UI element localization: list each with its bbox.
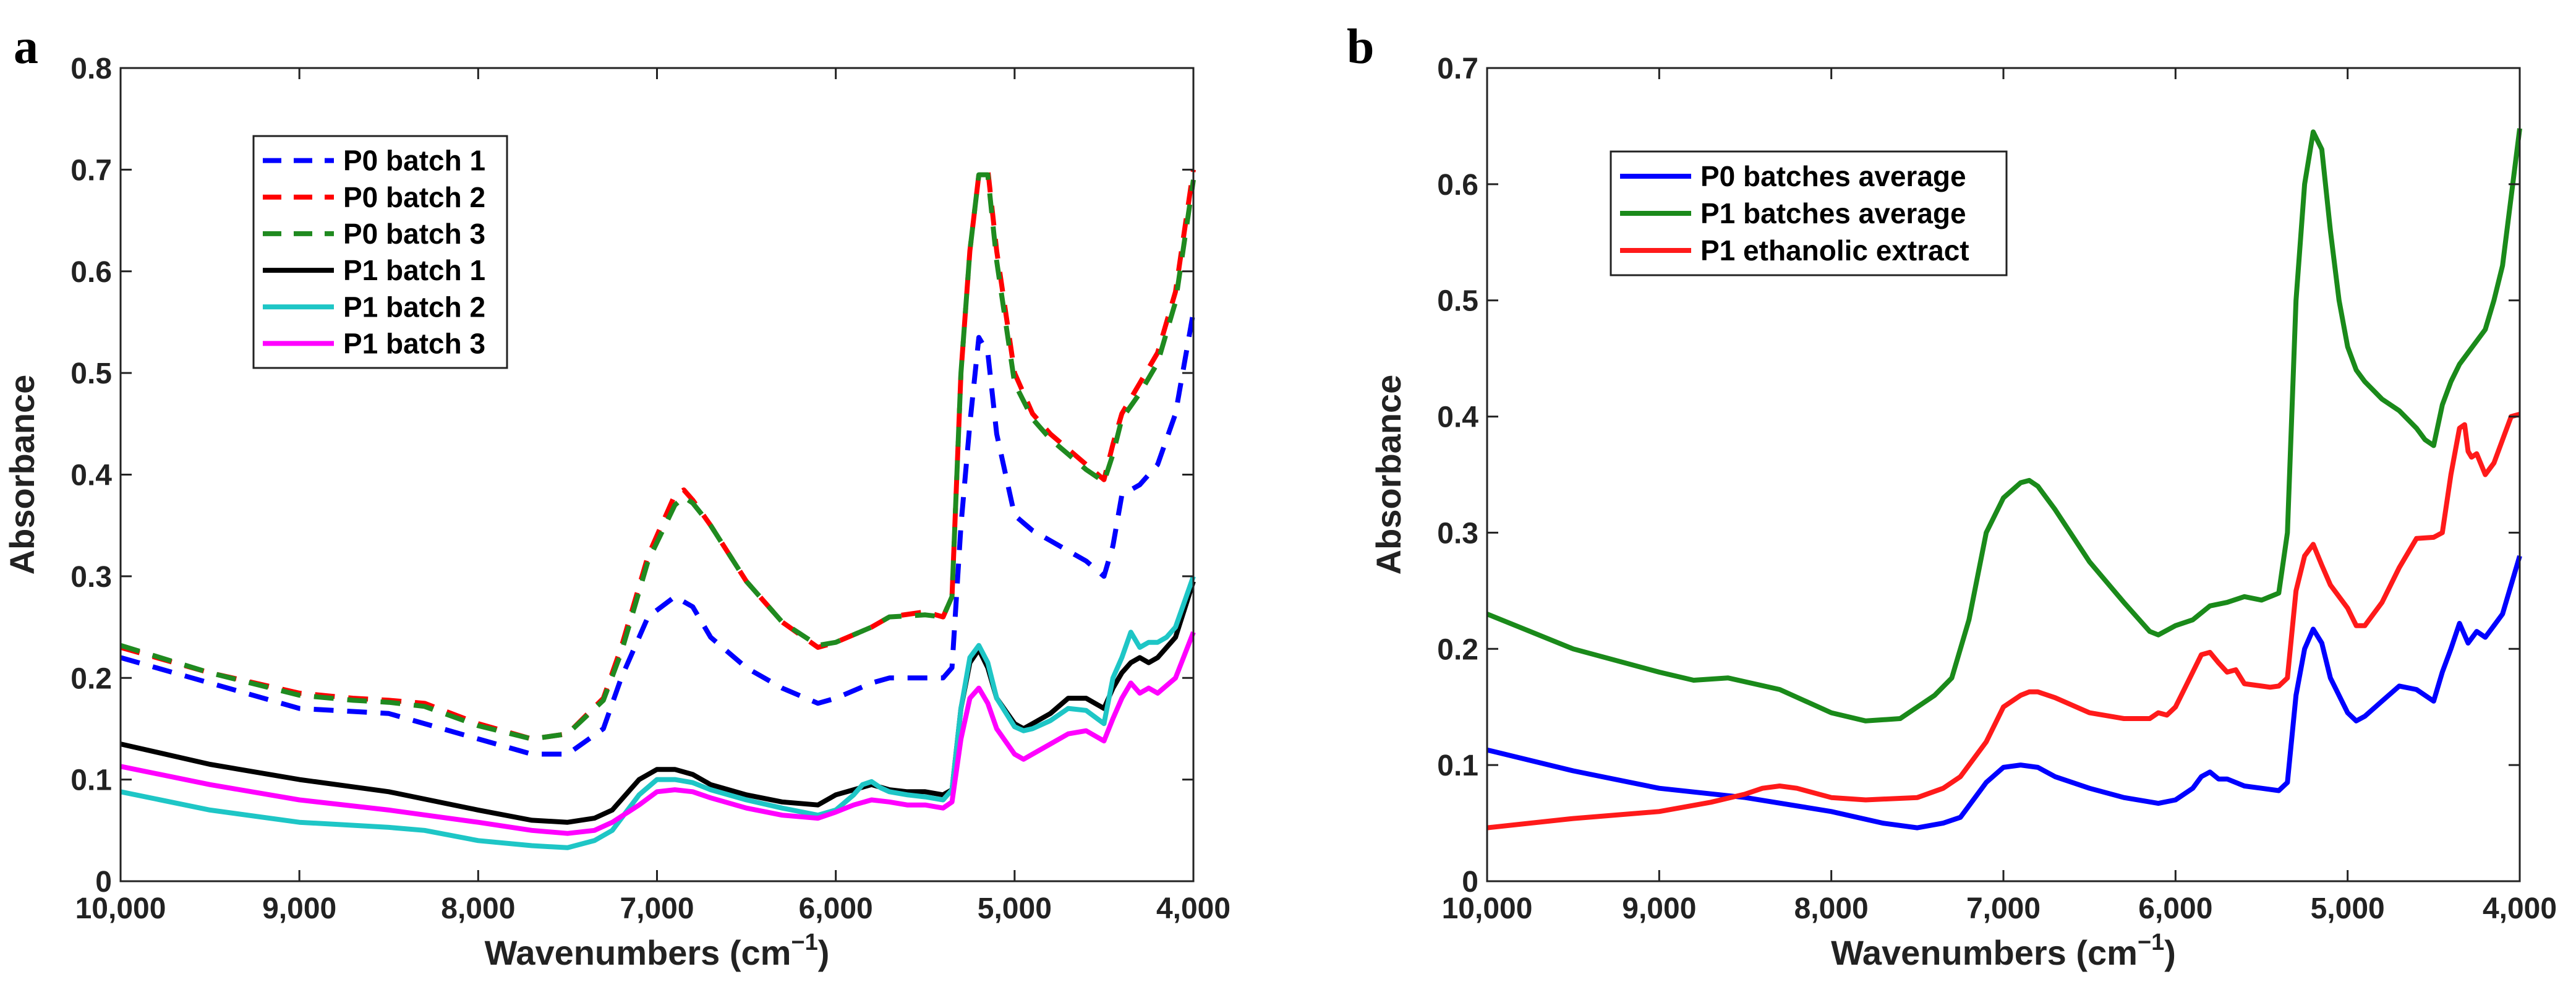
chart-b-y-tick-label: 0.1 xyxy=(1437,749,1478,782)
chart-a-legend-label: P1 batch 3 xyxy=(343,327,485,359)
chart-a-y-tick-label: 0.6 xyxy=(70,256,112,289)
chart-a-x-tick-label: 10,000 xyxy=(75,892,166,925)
chart-a-series-line-3 xyxy=(119,172,1196,741)
chart-panel-b: 10,000 9,000 8,000 7,000 6,000 5,000 4,000 0 0.1… xyxy=(1369,53,2557,972)
chart-a-y-tick-label: 0.4 xyxy=(70,459,112,492)
chart-a-legend-label: P1 batch 1 xyxy=(343,254,485,286)
chart-b-x-tick-label: 7,000 xyxy=(1966,892,2041,925)
chart-a-x-tick-label: 8,000 xyxy=(441,892,515,925)
chart-b-series-line-2 xyxy=(1486,128,2522,724)
chart-b-y-tick-label: 0 xyxy=(1462,866,1478,899)
chart-a-x-axis-label: Wavenumbers (cm−1) xyxy=(485,929,830,972)
chart-a-y-tick-label: 0.3 xyxy=(70,561,112,594)
chart-b-y-tick-label: 0.2 xyxy=(1437,633,1478,666)
chart-b-y-tick-label: 0.4 xyxy=(1437,401,1478,434)
chart-b-x-tick-label: 10,000 xyxy=(1442,892,1533,925)
chart-b-y-tick-label: 0.6 xyxy=(1437,169,1478,202)
chart-b-x-tick-label: 4,000 xyxy=(2483,892,2557,925)
chart-a-y-tick-label: 0.2 xyxy=(70,662,112,695)
chart-a-y-axis-label: Absorbance xyxy=(2,375,41,575)
chart-a-series-line-4 xyxy=(120,580,1196,825)
chart-a-y-tick-label: 0.5 xyxy=(70,357,112,390)
chart-b-series-line-1 xyxy=(1486,555,2522,831)
chart-b-y-tick-label: 0.5 xyxy=(1437,285,1478,318)
chart-b-y-axis-label: Absorbance xyxy=(1369,375,1408,575)
chart-a-x-tick-label: 7,000 xyxy=(620,892,694,925)
chart-b-x-tick-label: 9,000 xyxy=(1622,892,1696,925)
chart-a-x-tick-label: 9,000 xyxy=(262,892,336,925)
chart-a-series-line-5 xyxy=(120,575,1196,850)
chart-b-x-tick-label: 6,000 xyxy=(2138,892,2212,925)
chart-b-y-tick-label: 0.3 xyxy=(1437,517,1478,550)
chart-panel-a: 10,000 9,000 8,000 7,000 6,000 5,000 4,000 0 0.1… xyxy=(2,53,1230,972)
chart-a-legend-label: P0 batch 3 xyxy=(343,218,485,250)
chart-a-series-line-6 xyxy=(120,631,1196,836)
chart-b-x-axis-label: Wavenumbers (cm−1) xyxy=(1831,929,2176,972)
chart-a-y-tick-label: 0 xyxy=(95,866,112,899)
chart-b-legend-label: P1 batches average xyxy=(1700,197,1966,229)
chart-b-legend-label: P0 batches average xyxy=(1700,160,1966,192)
chart-a-x-tick-label: 6,000 xyxy=(799,892,873,925)
chart-a-y-tick-label: 0.1 xyxy=(70,764,112,797)
chart-a-legend-label: P1 batch 2 xyxy=(343,291,485,323)
chart-a-x-tick-label: 4,000 xyxy=(1156,892,1230,925)
chart-b-series-line-3 xyxy=(1486,411,2521,831)
chart-b-legend-label: P1 ethanolic extract xyxy=(1700,234,1969,267)
chart-a-x-tick-label: 5,000 xyxy=(978,892,1052,925)
panel-label-b: b xyxy=(1347,20,1375,74)
chart-a-legend: P0 batch 1 P0 batch 2 P0 batch 3 P1 batch 1… xyxy=(252,135,508,369)
chart-a-legend-box xyxy=(252,135,508,369)
chart-b-legend: P0 batches average P1 batches average P1 e… xyxy=(1610,150,2008,276)
chart-b-x-tick-label: 8,000 xyxy=(1794,892,1869,925)
chart-a-y-tick-label: 0.7 xyxy=(70,154,112,187)
chart-a-legend-label: P0 batch 1 xyxy=(343,145,485,177)
chart-a-series-line-1 xyxy=(119,311,1196,757)
chart-a-legend-label: P0 batch 2 xyxy=(343,181,485,213)
chart-a-y-tick-label: 0.8 xyxy=(70,53,112,85)
panel-label-a: a xyxy=(14,20,38,74)
chart-b-y-tick-label: 0.7 xyxy=(1437,53,1478,85)
chart-b-x-tick-label: 5,000 xyxy=(2311,892,2385,925)
